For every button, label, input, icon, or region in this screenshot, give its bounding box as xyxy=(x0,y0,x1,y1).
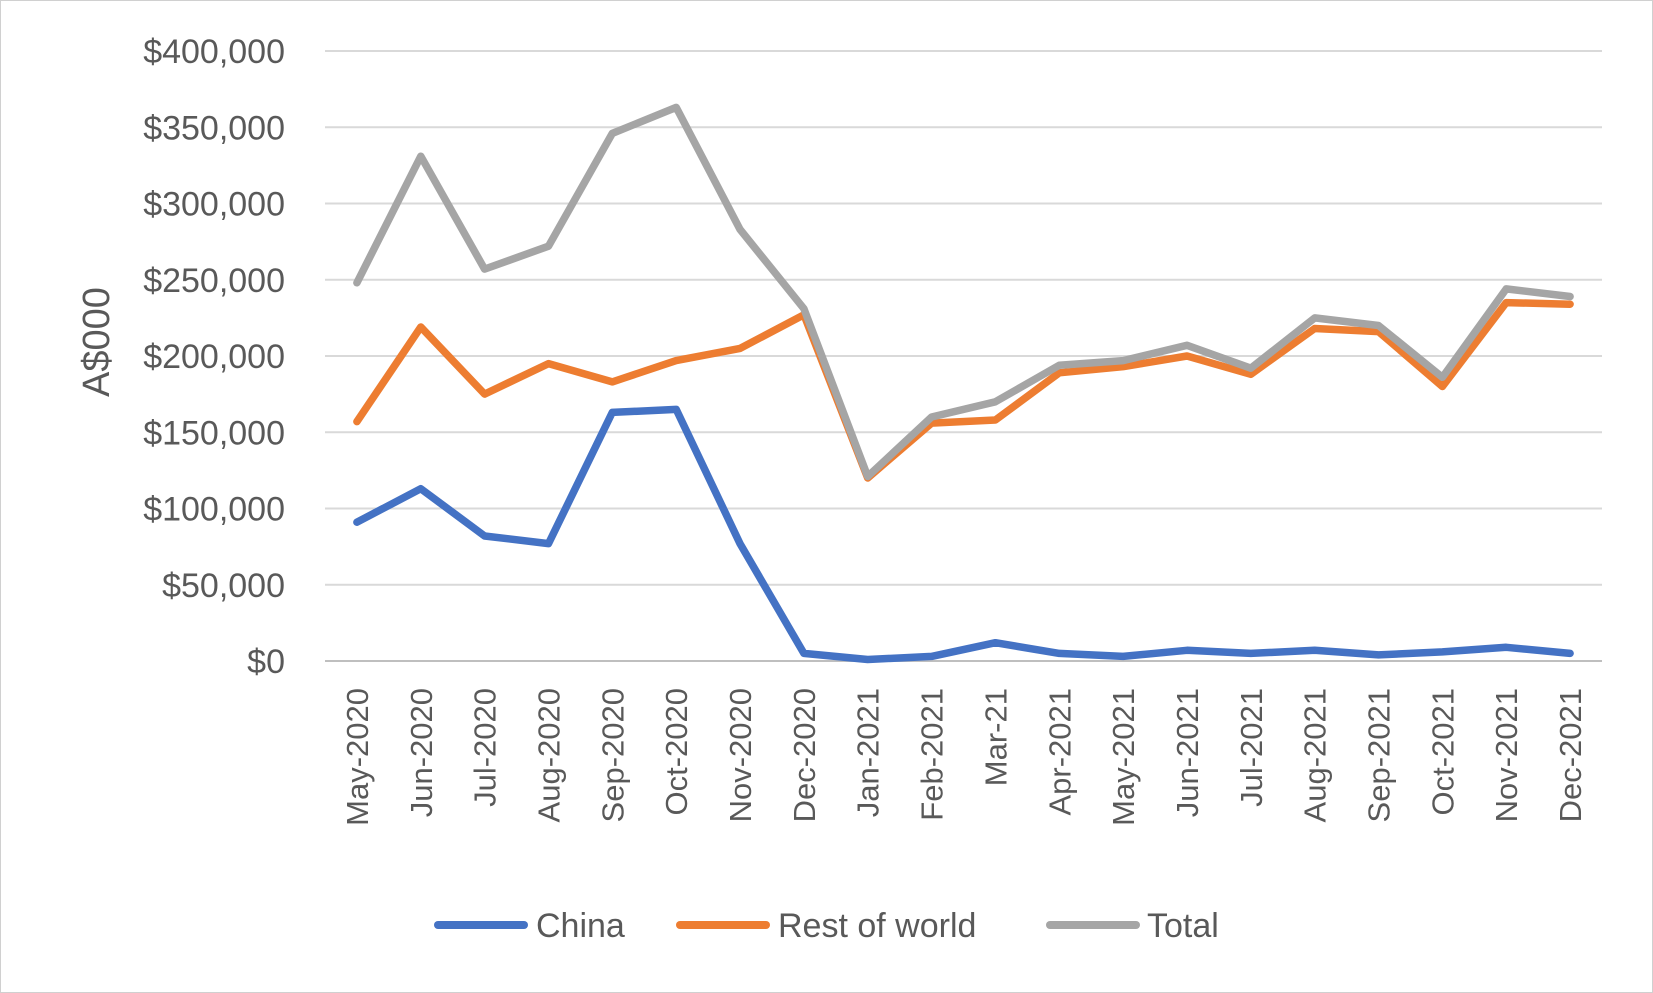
x-tick-label: Sep-2021 xyxy=(1362,688,1397,822)
x-tick-label: May-2020 xyxy=(340,688,375,826)
y-axis-title: A$000 xyxy=(76,287,118,397)
y-tick-label: $350,000 xyxy=(143,109,285,147)
series-lines xyxy=(353,103,1574,664)
x-axis-ticks: May-2020 Jun-2020 Jul-2020 Aug-2020 Sep-2020… xyxy=(340,688,1588,826)
y-tick-label: $50,000 xyxy=(162,567,285,605)
legend: China Rest of world Total xyxy=(434,907,1219,945)
y-axis-ticks: $0 $50,000 $100,000 $150,000 $200,000 $250,00… xyxy=(143,33,285,681)
x-tick-label: Jan-2021 xyxy=(851,688,886,817)
y-tick-label: $400,000 xyxy=(143,33,285,71)
x-tick-label: Aug-2021 xyxy=(1298,688,1333,822)
y-tick-label: $200,000 xyxy=(143,338,285,376)
x-tick-label: Apr-2021 xyxy=(1042,688,1077,816)
x-tick-label: Jun-2021 xyxy=(1170,688,1205,817)
legend-label-rest-of-world: Rest of world xyxy=(778,907,976,945)
x-tick-label: Oct-2021 xyxy=(1425,688,1460,816)
gridlines xyxy=(325,50,1602,662)
x-tick-label: Sep-2020 xyxy=(595,688,630,822)
legend-label-china: China xyxy=(536,907,625,945)
series-line-china xyxy=(353,405,1574,664)
series-line-total xyxy=(353,103,1574,481)
x-tick-label: Dec-2020 xyxy=(787,688,822,822)
x-tick-label: Aug-2020 xyxy=(531,688,566,822)
y-tick-label: $150,000 xyxy=(143,414,285,452)
x-tick-label: Jul-2021 xyxy=(1234,688,1269,807)
x-tick-label: Feb-2021 xyxy=(915,688,950,821)
x-tick-label: Jul-2020 xyxy=(468,688,503,807)
y-tick-label: $0 xyxy=(247,643,285,681)
x-tick-label: Oct-2020 xyxy=(659,688,694,816)
x-tick-label: Jun-2020 xyxy=(404,688,439,817)
y-tick-label: $100,000 xyxy=(143,491,285,529)
y-tick-label: $250,000 xyxy=(143,262,285,300)
legend-label-total: Total xyxy=(1147,907,1219,945)
x-tick-label: Nov-2021 xyxy=(1489,688,1524,822)
x-tick-label: Mar-21 xyxy=(978,688,1013,786)
y-tick-label: $300,000 xyxy=(143,186,285,224)
x-tick-label: Nov-2020 xyxy=(723,688,758,822)
series-line-rest-of-world xyxy=(353,298,1574,482)
x-tick-label: May-2021 xyxy=(1106,688,1141,826)
x-tick-label: Dec-2021 xyxy=(1553,688,1588,822)
